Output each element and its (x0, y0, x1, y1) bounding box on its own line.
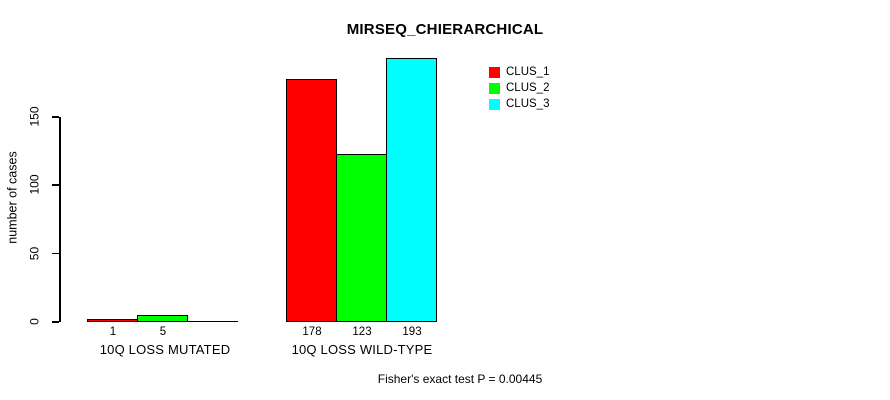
bar-clus_1-group1 (87, 319, 138, 322)
legend-label-clus2: CLUS_2 (506, 82, 550, 94)
y-axis-tick (52, 252, 59, 255)
x-category-label-wildtype: 10Q LOSS WILD-TYPE (291, 342, 433, 357)
y-axis-tick-label: 150 (27, 106, 42, 127)
legend-swatch-clus1 (489, 66, 500, 78)
legend-item-clus2: CLUS_2 (489, 80, 549, 96)
legend-label-clus1: CLUS_1 (506, 66, 550, 78)
bar-clus_2-group2 (336, 154, 387, 322)
bar-clus_2-group1 (137, 315, 188, 322)
legend-item-clus1: CLUS_1 (489, 64, 549, 80)
bar-clus_1-group2 (286, 79, 337, 322)
legend: CLUS_1 CLUS_2 CLUS_3 (489, 64, 549, 112)
bar-value-label: 5 (159, 326, 167, 338)
bar-clus_3-group1 (187, 320, 238, 322)
y-axis-tick (52, 116, 59, 118)
bar-value-label: 178 (302, 326, 322, 338)
legend-swatch-clus3 (489, 98, 500, 110)
stat-annotation: Fisher's exact test P = 0.00445 (377, 372, 543, 386)
y-axis-tick-label: 100 (27, 174, 42, 195)
y-axis-label: number of cases (5, 151, 20, 244)
chart-title: MIRSEQ_CHIERARCHICAL (346, 21, 544, 38)
y-axis-tick (52, 321, 59, 323)
y-axis-line (59, 116, 61, 323)
y-axis-tick-label: 50 (27, 246, 42, 260)
bar-value-label: 1 (109, 326, 117, 338)
legend-item-clus3: CLUS_3 (489, 96, 549, 112)
y-axis-tick-label: 0 (27, 318, 42, 325)
bar-value-label: 123 (352, 326, 372, 338)
bar-value-label: 193 (402, 326, 422, 338)
x-category-label-mutated: 10Q LOSS MUTATED (99, 342, 231, 357)
legend-label-clus3: CLUS_3 (506, 98, 550, 110)
legend-swatch-clus2 (489, 82, 500, 94)
y-axis-tick (52, 184, 59, 186)
bar-clus_3-group2 (386, 58, 437, 322)
